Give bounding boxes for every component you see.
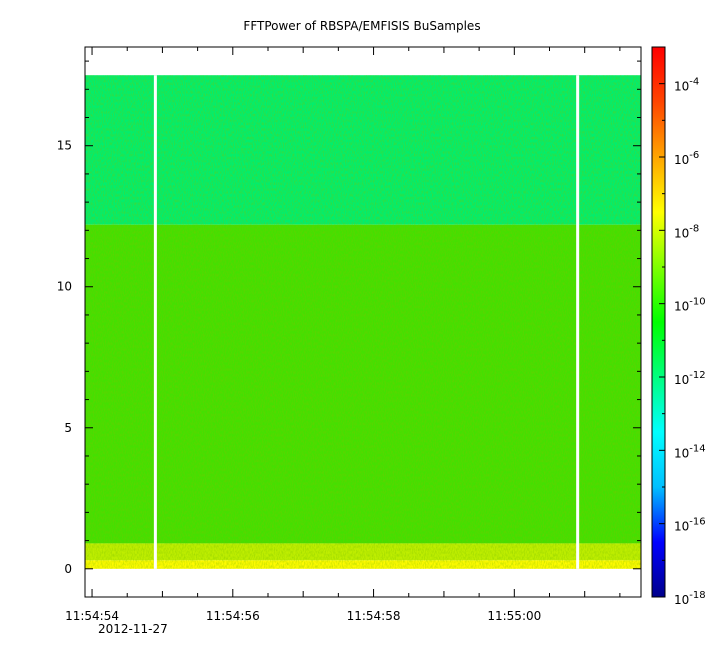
colorbar-tick-label: 10-14 [674,443,706,460]
x-tick-label: 11:54:54 [65,609,119,623]
colorbar-tick-label: 10-12 [674,370,706,387]
x-tick-label: 11:55:00 [487,609,541,623]
x-axis: 11:54:54 11:54:56 11:54:58 11:55:00 [65,47,621,623]
colorbar-tick-label: 10-8 [674,223,699,240]
colorbar-tick-label: 10-18 [674,590,706,607]
colorbar-tick-label: 10-6 [674,150,699,167]
y-tick-label: 10 [57,280,72,294]
x-axis-date-label: 2012-11-27 [98,622,168,636]
colorbar-ticks: 10-4 10-6 10-8 10-10 10-12 10-14 10-16 10-18 [659,46,706,607]
colorbar: 10-4 10-6 10-8 10-10 10-12 10-14 10-16 10-18 [651,46,706,607]
y-tick-label: 5 [64,421,72,435]
colorbar-tick-label: 10-16 [674,517,706,534]
colorbar-tick-label: 10-10 [674,297,706,314]
y-tick-label: 0 [64,562,72,576]
data-gaps [153,75,580,569]
data-gap-0 [153,75,157,569]
spectrogram-texture [85,75,641,569]
plot-area [84,46,642,598]
x-tick-label: 11:54:58 [347,609,401,623]
y-tick-label: 15 [57,139,72,153]
plot-frame [84,46,642,598]
y-axis: 0 5 10 15 [57,60,641,598]
colorbar-scale [651,46,666,598]
colorbar-tick-label: 10-4 [674,77,699,94]
chart-title: FFTPower of RBSPA/EMFISIS BuSamples [243,19,480,33]
data-gap-1 [576,75,580,569]
x-tick-label: 11:54:56 [206,609,260,623]
